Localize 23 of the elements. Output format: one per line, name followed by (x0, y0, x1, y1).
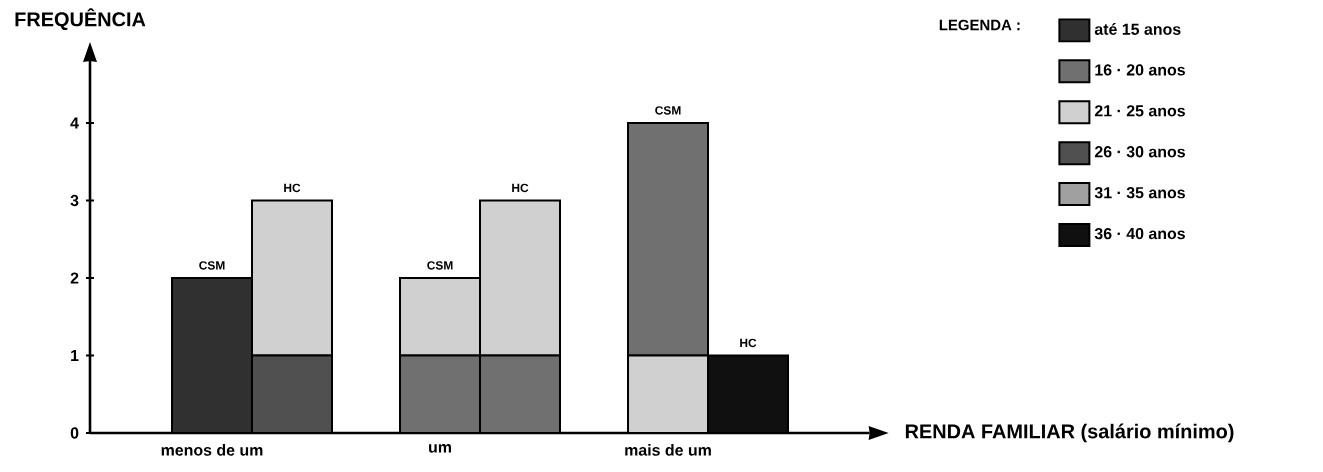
y-tick-label: 2 (70, 272, 79, 284)
x-axis-title: RENDA FAMILIAR (salário mínimo) (905, 423, 1234, 443)
y-tick-label: 3 (70, 194, 79, 207)
x-tick-label: um (429, 444, 451, 453)
x-tick-label: mais de um (625, 444, 711, 456)
annotation: CSM (655, 106, 681, 115)
y-tick-label: 1 (71, 350, 79, 361)
y-tick-label: 4 (70, 117, 79, 129)
y-axis-title: FREQUÊNCIA (15, 8, 146, 31)
legend-label: até 15 anos (1094, 23, 1181, 35)
annotation: HC (512, 183, 529, 193)
legend-title: LEGENDA : (939, 19, 1020, 31)
annotation: CSM (199, 261, 225, 270)
legend-label: 21 · 25 anos (1094, 105, 1185, 117)
legend-label: 16 · 20 anos (1095, 64, 1185, 76)
x-tick-label: menos de um (161, 444, 263, 456)
annotation: CSM (427, 261, 453, 270)
annotation: HC (284, 183, 301, 193)
legend-label: 26 · 30 anos (1094, 146, 1185, 158)
y-tick-label: 0 (70, 427, 79, 439)
annotation: HC (740, 338, 757, 348)
legend-label: 31 · 35 anos (1094, 187, 1185, 199)
legend-label: 36 · 40 anos (1094, 227, 1185, 240)
